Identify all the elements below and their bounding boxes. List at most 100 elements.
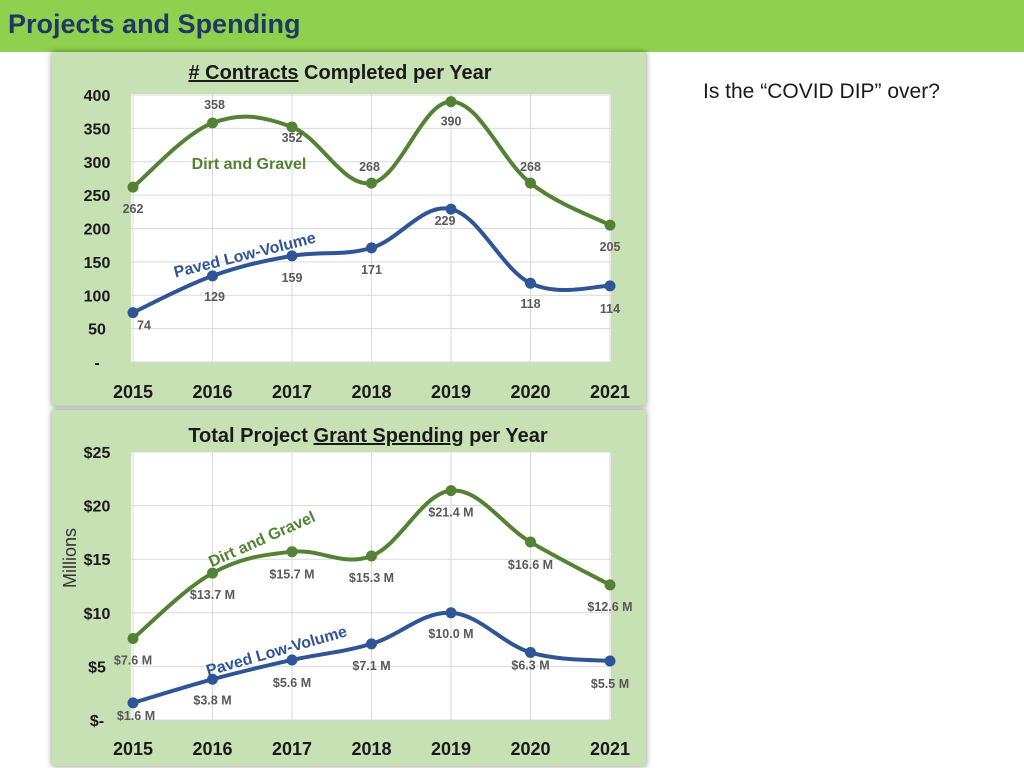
- data-label: 352: [282, 131, 303, 145]
- x-tick-label: 2017: [272, 739, 312, 759]
- data-label: 114: [600, 302, 620, 316]
- x-tick-label: 2020: [510, 382, 550, 402]
- data-point: [445, 203, 457, 215]
- data-label: $15.7 M: [269, 568, 314, 582]
- x-tick-label: 2019: [431, 382, 471, 402]
- data-point: [525, 277, 536, 289]
- data-point: [127, 181, 139, 193]
- data-label: $3.8 M: [193, 693, 231, 707]
- data-point: [366, 242, 377, 254]
- x-tick-label: 2016: [192, 739, 232, 759]
- x-tick-label: 2019: [431, 739, 471, 759]
- data-point: [366, 177, 377, 189]
- x-tick-label: 2018: [351, 382, 391, 402]
- chart-title-part: Grant Spending: [314, 425, 464, 447]
- chart-title: Total Project Grant Spending per Year: [188, 425, 548, 447]
- spending-chart: Total Project Grant Spending per Year $25…: [60, 425, 633, 759]
- y-tick-label: 100: [84, 288, 111, 305]
- data-point: [525, 646, 536, 658]
- data-label: 390: [441, 115, 462, 129]
- x-tick-label: 2016: [192, 382, 232, 402]
- y-tick-label: $25: [84, 445, 111, 462]
- data-label: $7.1 M: [352, 659, 390, 673]
- chart-title-part: # Contracts: [188, 62, 298, 84]
- data-label: 74: [137, 319, 151, 333]
- data-label: 262: [123, 202, 144, 216]
- chart-title-part: Total Project: [188, 425, 313, 447]
- data-point: [207, 270, 218, 282]
- data-point: [286, 250, 298, 262]
- data-label: 358: [204, 98, 225, 112]
- data-point: [604, 219, 616, 231]
- data-point: [525, 536, 536, 548]
- data-label: 129: [204, 290, 225, 304]
- data-point: [207, 673, 218, 685]
- data-label: 159: [282, 271, 303, 285]
- data-point: [445, 607, 457, 619]
- x-tick-label: 2015: [113, 382, 153, 402]
- series-name-label: Dirt and Gravel: [192, 156, 307, 173]
- x-tick-label: 2015: [113, 739, 153, 759]
- data-point: [366, 638, 377, 650]
- data-label: $16.6 M: [508, 558, 553, 572]
- data-point: [286, 654, 298, 666]
- y-tick-label: $-: [90, 713, 104, 730]
- y-tick-label: -: [94, 355, 99, 372]
- y-tick-label: 150: [84, 255, 111, 272]
- x-tick-label: 2021: [590, 382, 630, 402]
- data-label: $13.7 M: [190, 588, 235, 602]
- y-tick-label: 50: [88, 322, 106, 339]
- chart-title-part: per Year: [464, 425, 548, 447]
- data-label: $5.6 M: [273, 676, 311, 690]
- data-point: [445, 485, 457, 497]
- slide-title: Projects and Spending: [8, 9, 301, 39]
- data-point: [604, 655, 616, 667]
- data-point: [525, 177, 536, 189]
- data-point: [604, 579, 616, 591]
- data-label: $7.6 M: [114, 654, 152, 668]
- data-point: [127, 633, 139, 645]
- data-point: [286, 121, 298, 133]
- data-label: $21.4 M: [428, 506, 473, 520]
- data-point: [604, 280, 616, 292]
- data-point: [127, 307, 139, 319]
- data-label: $6.3 M: [511, 658, 549, 672]
- contracts-chart-panel: # Contracts Completed per Year 400 350 300 2…: [52, 52, 646, 406]
- y-tick-label: 250: [84, 188, 111, 205]
- spending-chart-panel: Total Project Grant Spending per Year $25…: [52, 410, 646, 766]
- chart-title-part: Completed per Year: [298, 62, 491, 84]
- y-tick-label: $15: [84, 552, 111, 569]
- data-label: 268: [359, 160, 380, 174]
- y-tick-label: 200: [84, 222, 111, 239]
- y-tick-label: $20: [84, 499, 111, 516]
- data-point: [366, 550, 377, 562]
- x-tick-label: 2017: [272, 382, 312, 402]
- y-axis-label: Millions: [60, 528, 80, 588]
- data-point: [445, 96, 457, 108]
- data-label: $12.6 M: [587, 600, 632, 614]
- data-label: $15.3 M: [349, 571, 394, 585]
- y-tick-label: 400: [84, 88, 111, 105]
- data-label: 171: [361, 263, 382, 277]
- x-tick-label: 2018: [351, 739, 391, 759]
- data-label: 229: [435, 214, 456, 228]
- y-tick-label: 350: [84, 121, 111, 138]
- data-label: $1.6 M: [117, 709, 155, 723]
- y-tick-label: $10: [84, 606, 111, 623]
- data-label: 205: [600, 240, 621, 254]
- x-tick-label: 2020: [510, 739, 550, 759]
- y-tick-label: 300: [84, 155, 111, 172]
- slide-header: Projects and Spending: [0, 0, 1024, 52]
- data-point: [127, 697, 139, 709]
- data-label: 268: [520, 160, 541, 174]
- data-label: 118: [520, 297, 540, 311]
- side-note: Is the “COVID DIP” over?: [703, 80, 940, 103]
- data-point: [286, 546, 298, 558]
- x-tick-label: 2021: [590, 739, 630, 759]
- data-point: [207, 567, 218, 579]
- data-label: $5.5 M: [591, 677, 629, 691]
- data-label: $10.0 M: [428, 627, 473, 641]
- y-tick-label: $5: [88, 659, 106, 676]
- contracts-chart: # Contracts Completed per Year 400 350 300 2…: [84, 62, 630, 402]
- chart-title: # Contracts Completed per Year: [188, 62, 491, 84]
